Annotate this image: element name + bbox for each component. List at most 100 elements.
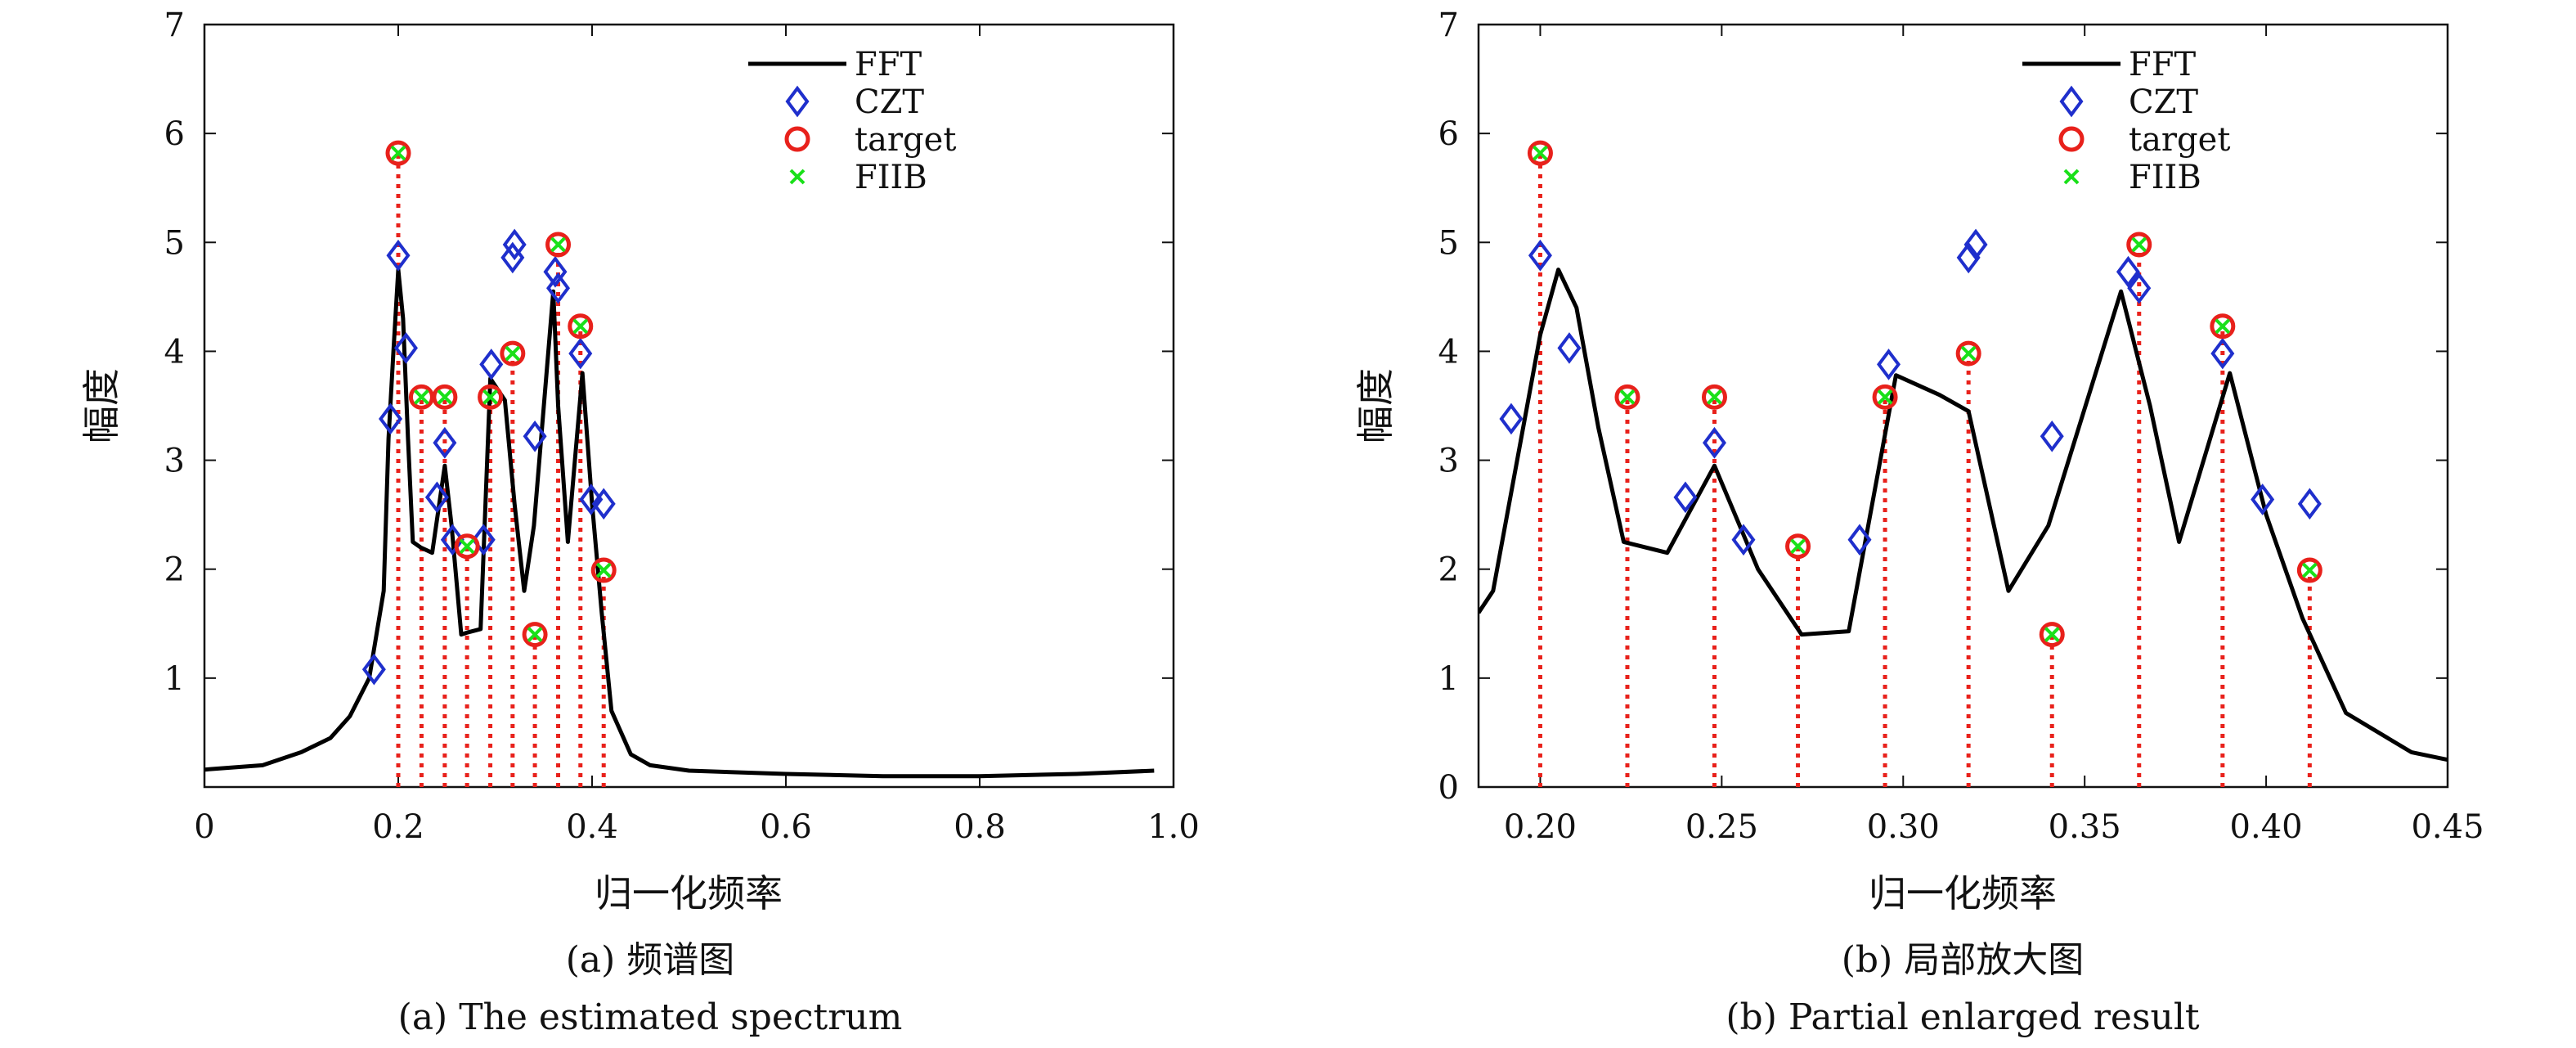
legend-label: target (2129, 121, 2230, 159)
y-tick-label: 7 (1438, 7, 1459, 44)
y-tick-label: 6 (1438, 115, 1459, 153)
czt-marker (2297, 488, 2322, 520)
czt-marker (591, 488, 616, 520)
x-tick-label: 0.35 (2049, 808, 2121, 846)
target-marker (1614, 384, 1640, 410)
czt-marker (393, 332, 418, 364)
x-tick-label: 0 (194, 808, 214, 846)
y-tick-label: 5 (1438, 224, 1459, 262)
target-marker (590, 557, 617, 583)
x-tick-label: 0.6 (760, 808, 812, 846)
x-tick-label: 0.30 (1867, 808, 1940, 846)
axes-frame (203, 23, 1175, 789)
czt-marker (1673, 481, 1698, 514)
czt-marker (471, 524, 496, 556)
fiib-marker (572, 318, 589, 335)
czt-marker (440, 524, 464, 556)
y-tick-label: 6 (164, 115, 185, 153)
czt-marker (424, 481, 449, 514)
x-tick-label: 0.25 (1685, 808, 1758, 846)
legend-item-fft: FFT (748, 46, 922, 83)
y-tick-label: 4 (164, 333, 185, 371)
czt-marker (2040, 420, 2064, 452)
legend-label: FIIB (2129, 159, 2201, 196)
target-marker (1701, 384, 1727, 410)
target-marker (2126, 232, 2152, 258)
legend-item-fiib: FIIB (2063, 159, 2201, 196)
legend-label: CZT (855, 83, 924, 121)
legend-item-czt: CZT (2059, 83, 2198, 121)
x-tick-label: 0.40 (2230, 808, 2303, 846)
fiib-marker (414, 389, 429, 405)
y-tick-label: 3 (1438, 443, 1459, 480)
czt-marker (502, 228, 527, 261)
fiib-marker (2131, 236, 2147, 253)
fiib-marker (2044, 627, 2060, 643)
legend-item-fiib: FIIB (789, 159, 927, 196)
legend-swatch (784, 126, 810, 152)
czt-marker (1528, 239, 1552, 272)
czt-marker (2210, 337, 2235, 370)
target-marker (478, 384, 504, 410)
fiib-marker (390, 145, 406, 161)
chart-panel-b: 0.20 0.25 0.30 0.35 0.40 0.45 0 1 2 3 4 5 6 7 归一化频率 幅度 (… (1353, 7, 2484, 1038)
czt-marker (361, 653, 386, 686)
legend-item-fft: FFT (2022, 46, 2197, 83)
caption-cn: (a) 频谱图 (566, 939, 735, 981)
y-tick-label: 4 (1438, 333, 1459, 371)
czt-marker (1963, 228, 1988, 261)
fiib-marker (1533, 145, 1548, 161)
fiib-marker (2301, 562, 2318, 578)
czt-marker (543, 255, 568, 288)
czt-marker (479, 349, 504, 380)
czt-marker (523, 420, 547, 452)
y-axis-label: 幅度 (79, 368, 123, 443)
target-marker (1955, 340, 1981, 367)
y-tick-label: 3 (164, 443, 185, 480)
legend-item-czt: CZT (785, 83, 924, 121)
legend-swatch (789, 169, 806, 185)
legend-label: target (855, 121, 956, 159)
czt-marker (2251, 484, 2275, 515)
fiib-marker (550, 236, 566, 253)
target-marker (522, 622, 548, 648)
x-tick-label: 1.0 (1147, 808, 1200, 846)
target-marker (1872, 384, 1898, 410)
target-marker (385, 140, 411, 166)
czt-marker (433, 426, 457, 459)
fiib-marker (505, 345, 521, 362)
fiib-marker (2215, 318, 2231, 335)
fiib-marker (482, 389, 498, 405)
czt-marker (579, 484, 604, 515)
czt-marker (2127, 272, 2152, 304)
plot-area (204, 140, 1155, 787)
y-tick-label: 2 (1438, 551, 1459, 589)
legend-item-target: target (2058, 121, 2230, 159)
czt-marker (1499, 403, 1524, 435)
fiib-marker (1877, 389, 1893, 405)
x-tick-label: 0.4 (566, 808, 618, 846)
y-tick-label: 7 (164, 7, 185, 44)
y-tick-label: 1 (1438, 660, 1459, 698)
chart-panel-a: 0 0.2 0.4 0.6 0.8 1.0 1 2 3 4 5 6 7 归一化频率 幅度 (a) 频谱图 (a)… (79, 7, 1200, 1038)
legend-swatch (2059, 85, 2084, 118)
czt-marker (1702, 426, 1726, 459)
legend-swatch (785, 85, 810, 118)
fiib-marker (437, 389, 453, 405)
fiib-marker (1960, 345, 1977, 362)
target-marker (432, 384, 458, 410)
legend-swatch (2058, 126, 2085, 152)
target-marker (2296, 557, 2322, 583)
plot-area (1479, 140, 2448, 787)
y-tick-label: 2 (164, 551, 185, 589)
czt-marker (1731, 524, 1756, 556)
legend-label: FFT (855, 46, 922, 83)
czt-marker (2116, 255, 2140, 288)
czt-marker (1877, 349, 1901, 380)
czt-marker (546, 272, 571, 304)
fiib-marker (459, 538, 475, 555)
target-marker (454, 533, 480, 560)
x-tick-label: 0.8 (954, 808, 1006, 846)
